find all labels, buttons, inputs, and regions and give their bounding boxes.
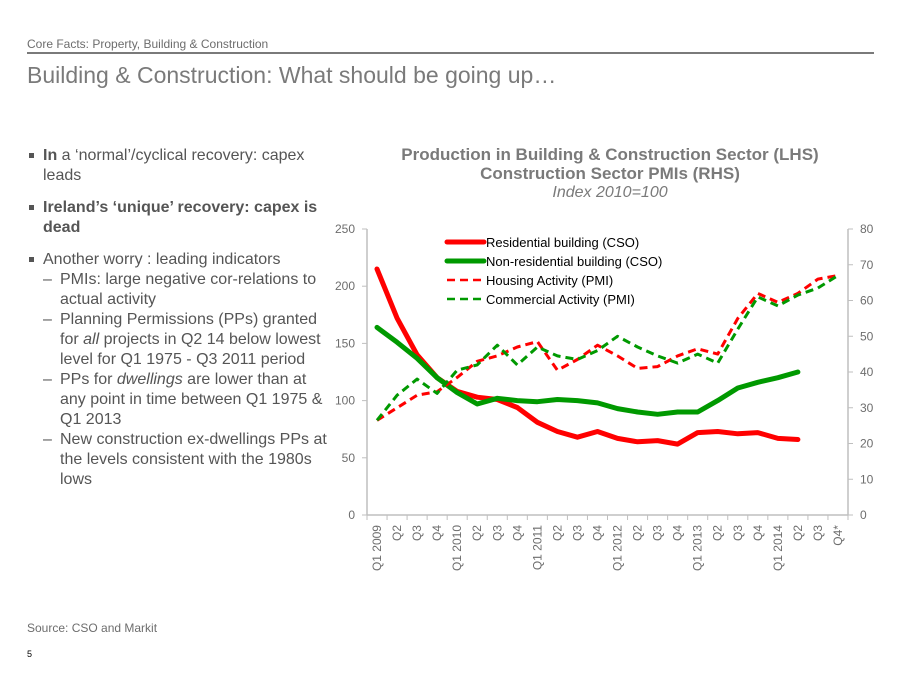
x-axis-tick-label: Q4*	[831, 525, 845, 546]
bullet-text: a ‘normal’/cyclical recovery: capex lead…	[43, 147, 305, 184]
x-axis-tick-label: Q4	[590, 525, 604, 541]
bullet-text: Ireland’s ‘unique’ recovery: capex is de…	[43, 199, 318, 236]
x-axis-tick-label: Q3	[570, 525, 584, 541]
dash-icon: –	[43, 431, 52, 448]
chart-subtitle: Index 2010=100	[552, 184, 668, 201]
bullet-text: projects in Q2 14 below lowest level for…	[60, 331, 321, 368]
x-axis-tick-label: Q3	[731, 525, 745, 541]
x-axis-tick-label: Q2	[390, 525, 404, 541]
x-axis-tick-label: Q1 2012	[611, 525, 625, 571]
left-axis-tick-label: 100	[335, 394, 355, 408]
x-axis-tick-label: Q2	[791, 525, 805, 541]
x-axis-tick-label: Q4	[510, 525, 524, 541]
sub-bullet-item: – Planning Permissions (PPs) granted for …	[27, 310, 327, 370]
sub-bullet-item: – PPs for dwellings are lower than at any…	[27, 370, 327, 430]
series-line-2	[374, 324, 801, 417]
x-axis-tick-label: Q3	[410, 525, 424, 541]
x-axis-tick-label: Q2	[470, 525, 484, 541]
bullet-text: all	[83, 331, 100, 348]
bullet-text: Another worry : leading indicators	[43, 251, 281, 268]
section-label: Core Facts: Property, Building & Constru…	[27, 37, 269, 51]
x-axis-tick-label: Q4	[671, 525, 685, 541]
source-note: Source: CSO and Markit	[27, 621, 158, 635]
x-axis-tick-label: Q2	[711, 525, 725, 541]
page-number: 5	[27, 649, 33, 659]
bullet-text: In	[43, 147, 58, 164]
bullet-text: dwellings	[116, 371, 183, 388]
header-divider	[27, 52, 874, 54]
legend-label-2: Non-residential building (CSO)	[486, 254, 662, 269]
dash-icon: –	[43, 371, 52, 388]
x-axis-tick-label: Q1 2009	[370, 525, 384, 571]
series-line-3	[376, 274, 839, 422]
page-title: Building & Construction: What should be …	[27, 62, 557, 88]
sub-bullet-item: – New construction ex-dwellings PPs at th…	[27, 430, 327, 490]
legend-label-4: Commercial Activity (PMI)	[486, 292, 635, 307]
bullet-text: PMIs: large negative cor-relations to ac…	[60, 271, 317, 308]
right-axis-tick-label: 10	[860, 472, 874, 486]
bullet-item: Another worry : leading indicators	[27, 250, 327, 270]
chart-title: Production in Building & Construction Se…	[340, 145, 880, 183]
bullet-text: Planning Permissions (PPs) granted for	[60, 311, 318, 348]
left-axis-tick-label: 250	[335, 222, 355, 236]
x-axis-tick-label: Q2	[631, 525, 645, 541]
bullet-square-icon	[29, 257, 34, 262]
legend-label-1: Residential building (CSO)	[486, 235, 639, 250]
left-axis-tick-label: 0	[348, 508, 355, 522]
dash-icon: –	[43, 311, 52, 328]
right-axis-tick-label: 70	[860, 258, 874, 272]
x-axis-tick-label: Q3	[651, 525, 665, 541]
series-line-4	[375, 274, 839, 422]
x-axis-tick-label: Q3	[490, 525, 504, 541]
bullet-text: New construction ex-dwellings PPs at the…	[60, 431, 327, 488]
right-axis-tick-label: 0	[860, 508, 867, 522]
right-axis-tick-label: 30	[860, 401, 874, 415]
right-axis-tick-label: 80	[860, 222, 874, 236]
bullet-item: In a ‘normal’/cyclical recovery: capex l…	[27, 146, 327, 186]
legend-label-3: Housing Activity (PMI)	[486, 273, 613, 288]
bullet-text: are lower than at any point in time betw…	[60, 371, 323, 428]
left-axis-tick-label: 150	[335, 336, 355, 350]
right-axis-tick-label: 50	[860, 329, 874, 343]
dash-icon: –	[43, 271, 52, 288]
x-axis-tick-label: Q1 2014	[771, 525, 785, 571]
left-axis-tick-label: 200	[335, 279, 355, 293]
x-axis-tick-label: Q3	[811, 525, 825, 541]
bullet-item: Ireland’s ‘unique’ recovery: capex is de…	[27, 198, 327, 238]
x-axis-tick-label: Q4	[751, 525, 765, 541]
bullet-list: In a ‘normal’/cyclical recovery: capex l…	[27, 146, 327, 490]
chart-title-line-1: Production in Building & Construction Se…	[401, 145, 819, 164]
right-axis-tick-label: 40	[860, 365, 874, 379]
sub-bullet-item: – PMIs: large negative cor-relations to a…	[27, 270, 327, 310]
right-axis-tick-label: 60	[860, 294, 874, 308]
bullet-text: PPs for	[60, 371, 117, 388]
bullet-square-icon	[29, 153, 34, 158]
right-axis-tick-label: 20	[860, 437, 874, 451]
x-axis-tick-label: Q4	[430, 525, 444, 541]
x-axis-tick-label: Q1 2011	[530, 525, 544, 570]
x-axis-tick-label: Q1 2013	[691, 525, 705, 571]
bullet-square-icon	[29, 205, 34, 210]
chart-title-line-2: Construction Sector PMIs (RHS)	[480, 164, 740, 183]
left-axis-tick-label: 50	[342, 451, 356, 465]
x-axis-tick-label: Q2	[550, 525, 564, 541]
x-axis-tick-label: Q1 2010	[450, 525, 464, 571]
